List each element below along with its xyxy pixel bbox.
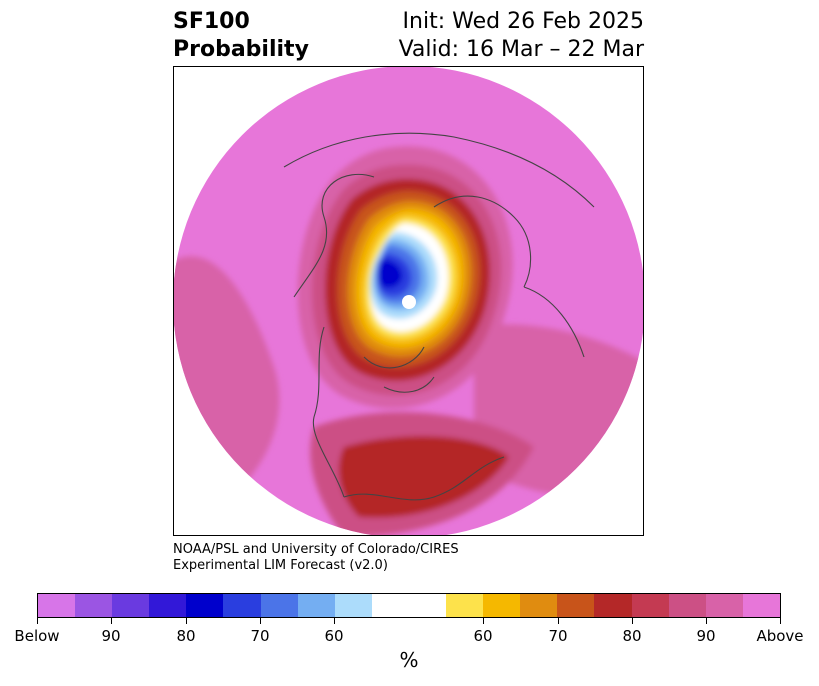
colorbar-tick xyxy=(558,618,559,624)
colorbar-tick-label: 70 xyxy=(250,627,270,645)
above70-south xyxy=(339,436,509,518)
colorbar xyxy=(37,593,781,618)
colorbar-tick-label: 80 xyxy=(622,627,642,645)
variable-title: SF100 xyxy=(173,9,250,34)
product-title: Probability xyxy=(173,37,309,62)
valid-range: Valid: 16 Mar – 22 Mar xyxy=(398,37,644,62)
below75-core xyxy=(377,259,403,289)
colorbar-tick-label: 90 xyxy=(696,627,716,645)
colorbar-swatch xyxy=(223,594,261,617)
colorbar-tick xyxy=(706,618,707,624)
coast-north-america xyxy=(293,173,505,501)
colorbar-swatch xyxy=(260,594,298,617)
colorbar-tick-label: 60 xyxy=(324,627,344,645)
coast-eurasia xyxy=(283,132,595,208)
colorbar-swatch xyxy=(705,594,743,617)
colorbar-tick xyxy=(483,618,484,624)
colorbar-swatch xyxy=(186,594,224,617)
colorbar-swatch xyxy=(483,594,521,617)
colorbar-unit: % xyxy=(399,648,419,672)
colorbar-tick xyxy=(780,618,781,624)
colorbar-swatch xyxy=(557,594,595,617)
colorbar-swatch xyxy=(112,594,150,617)
colorbar-tick-label: 70 xyxy=(548,627,568,645)
credit-line-2: Experimental LIM Forecast (v2.0) xyxy=(173,558,388,573)
colorbar-swatch xyxy=(594,594,632,617)
colorbar-swatch xyxy=(371,594,447,617)
coastlines xyxy=(283,132,595,501)
colorbar-tick xyxy=(37,618,38,624)
coast-greenland-europe xyxy=(433,195,585,358)
colorbar-tick-label: Above xyxy=(756,627,804,645)
colorbar-tick xyxy=(186,618,187,624)
forecast-map xyxy=(173,66,644,536)
map-svg xyxy=(174,67,643,535)
credit-line-1: NOAA/PSL and University of Colorado/CIRE… xyxy=(173,542,459,557)
title-block-left: SF100 Probability xyxy=(173,8,309,64)
init-date: Init: Wed 26 Feb 2025 xyxy=(402,9,644,34)
colorbar-tick xyxy=(334,618,335,624)
colorbar-swatch xyxy=(75,594,113,617)
colorbar-tick-label: Below xyxy=(14,627,60,645)
colorbar-swatch xyxy=(520,594,558,617)
colorbar-swatch xyxy=(742,594,780,617)
colorbar-swatch xyxy=(631,594,669,617)
credit-text: NOAA/PSL and University of Colorado/CIRE… xyxy=(173,542,459,574)
coast-arctic-islands xyxy=(363,346,435,393)
colorbar-tick-label: 90 xyxy=(101,627,121,645)
probability-field xyxy=(174,67,643,535)
colorbar-swatch xyxy=(446,594,484,617)
colorbar-tick xyxy=(260,618,261,624)
colorbar-swatch xyxy=(149,594,187,617)
colorbar-swatch xyxy=(297,594,335,617)
colorbar-tick xyxy=(111,618,112,624)
pole-marker xyxy=(402,295,416,309)
colorbar-tick-label: 80 xyxy=(176,627,196,645)
colorbar-swatch xyxy=(668,594,706,617)
colorbar-tick-label: 60 xyxy=(473,627,493,645)
title-block-right: Init: Wed 26 Feb 2025 Valid: 16 Mar – 22… xyxy=(399,8,644,64)
colorbar-tick xyxy=(632,618,633,624)
colorbar-swatch xyxy=(38,594,76,617)
colorbar-swatch xyxy=(334,594,372,617)
